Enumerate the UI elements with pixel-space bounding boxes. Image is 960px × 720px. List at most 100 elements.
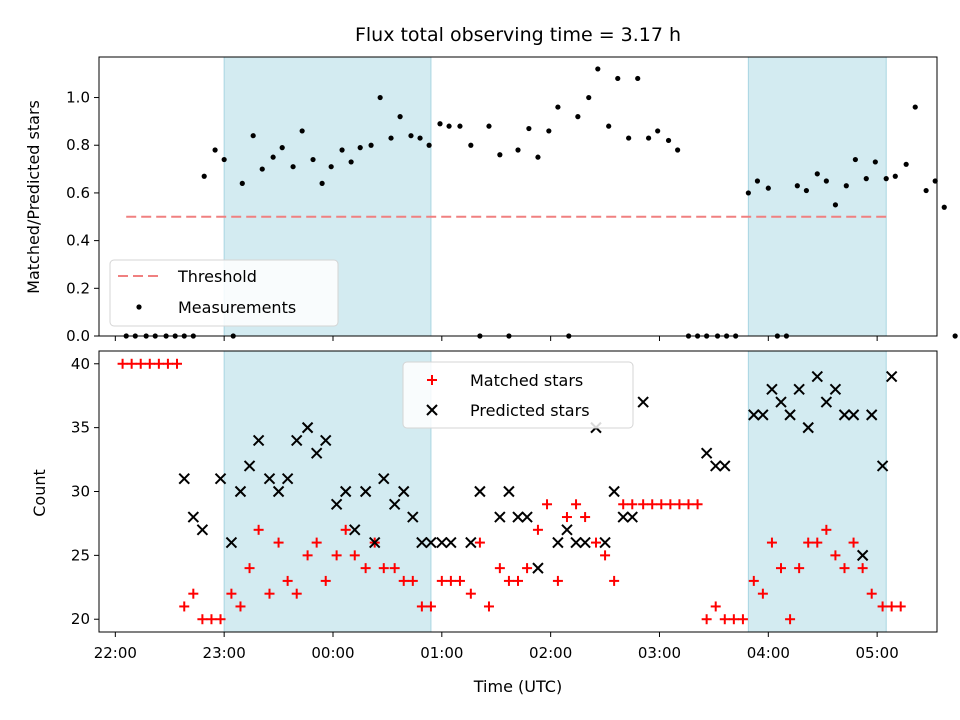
predicted-stars-point-6 bbox=[243, 460, 256, 472]
top-y-tick-label-4: 0.8 bbox=[66, 136, 90, 154]
legend-predicted-label: Predicted stars bbox=[470, 401, 590, 420]
predicted-stars-point-2-b bbox=[196, 524, 209, 536]
measurements-point-26 bbox=[377, 94, 383, 101]
measurements-point-46 bbox=[575, 114, 581, 120]
measurements-point-70 bbox=[814, 171, 820, 177]
legend-measurements-swatch bbox=[136, 304, 142, 310]
measurements-point-44 bbox=[555, 104, 561, 110]
predicted-stars-point-47 bbox=[719, 460, 731, 472]
matched-stars-point-68 bbox=[757, 588, 768, 599]
measurements-point-40 bbox=[515, 147, 521, 153]
measurements-point-63 bbox=[745, 190, 751, 196]
predicted-stars-point-15-b bbox=[330, 498, 343, 510]
predicted-stars-point-32 bbox=[512, 511, 524, 523]
matched-stars-point-12 bbox=[226, 588, 237, 599]
predicted-stars-point-30-b bbox=[494, 511, 506, 523]
matched-stars-point-50 bbox=[590, 537, 601, 548]
matched-stars-point-2 bbox=[135, 358, 146, 369]
matched-stars-point-28 bbox=[378, 563, 389, 574]
measurements-point-32 bbox=[437, 121, 443, 127]
predicted-stars-point-51-b bbox=[775, 396, 787, 408]
predicted-stars-point-2 bbox=[196, 524, 209, 536]
matched-stars-point-63 bbox=[710, 601, 721, 612]
predicted-stars-point-34-b bbox=[532, 562, 544, 574]
measurements-point-16 bbox=[279, 145, 285, 151]
predicted-stars-point-31 bbox=[503, 485, 515, 498]
predicted-stars-point-18-b bbox=[359, 485, 372, 498]
matched-stars-point-21 bbox=[311, 537, 322, 548]
matched-stars-point-17 bbox=[273, 537, 284, 548]
measurements-point-20 bbox=[319, 180, 325, 186]
measurements-point-78 bbox=[892, 173, 898, 179]
top-y-tick-label-3: 0.6 bbox=[66, 184, 90, 202]
legend-matched-swatch bbox=[427, 375, 437, 385]
matched-stars-point-1 bbox=[126, 358, 137, 369]
measurements-point-12 bbox=[239, 180, 245, 186]
predicted-stars-point-17 bbox=[349, 524, 361, 536]
matched-stars-point-29 bbox=[389, 563, 400, 574]
predicted-stars-point-16 bbox=[339, 485, 352, 498]
predicted-stars-point-43 bbox=[626, 511, 638, 523]
measurements-point-64 bbox=[754, 178, 761, 184]
measurements-point-29 bbox=[408, 133, 414, 139]
predicted-stars-point-11-b bbox=[291, 434, 303, 447]
matched-stars-point-47 bbox=[561, 512, 572, 523]
predicted-stars-point-20-b bbox=[378, 473, 390, 485]
bottom-legend: Matched stars Predicted stars bbox=[402, 361, 634, 429]
matched-stars-point-34 bbox=[436, 575, 447, 586]
matched-stars-point-49 bbox=[580, 512, 591, 523]
predicted-stars-point-0 bbox=[178, 473, 190, 485]
measurements-point-17 bbox=[290, 164, 296, 170]
matched-stars-point-76 bbox=[830, 550, 841, 561]
predicted-stars-point-56 bbox=[820, 396, 833, 408]
matched-stars-point-41 bbox=[503, 575, 514, 586]
legend-predicted-swatch-b bbox=[426, 404, 438, 416]
predicted-stars-point-10-b bbox=[281, 473, 294, 485]
predicted-stars-point-37-b bbox=[570, 536, 582, 549]
measurements-point-54 bbox=[655, 128, 661, 134]
measurements-point-52 bbox=[635, 75, 641, 82]
top-y-tick-label-0: 0.0 bbox=[66, 327, 90, 345]
matched-stars-point-38 bbox=[474, 537, 485, 548]
bottom-x-tick-label-1: 23:00 bbox=[203, 644, 246, 662]
predicted-stars-point-36 bbox=[561, 524, 573, 536]
matched-stars-point-30 bbox=[398, 575, 409, 586]
matched-stars-point-72 bbox=[794, 563, 805, 574]
measurements-point-73 bbox=[843, 183, 849, 189]
matched-stars-point-73 bbox=[803, 537, 814, 548]
predicted-stars-point-13-b bbox=[310, 447, 323, 459]
matched-stars-point-46 bbox=[552, 575, 563, 586]
predicted-stars-point-35-b bbox=[552, 536, 564, 549]
predicted-stars-point-4-b bbox=[225, 536, 238, 549]
predicted-stars-point-62 bbox=[876, 460, 889, 472]
matched-stars-point-48 bbox=[571, 499, 582, 510]
bottom-legend-box bbox=[402, 361, 634, 429]
predicted-stars-point-45 bbox=[700, 447, 713, 459]
matched-stars-point-44 bbox=[532, 524, 543, 535]
matched-stars-point-0 bbox=[117, 358, 128, 369]
matched-stars-point-61 bbox=[692, 499, 703, 510]
predicted-stars-point-63-b bbox=[885, 370, 898, 383]
measurements-point-21 bbox=[328, 164, 334, 170]
bottom-x-tick-label-7: 05:00 bbox=[856, 644, 899, 662]
predicted-stars-point-30 bbox=[494, 511, 506, 523]
predicted-stars-point-24 bbox=[416, 536, 428, 549]
predicted-stars-point-58-b bbox=[838, 409, 851, 421]
matched-stars-point-66 bbox=[737, 614, 748, 625]
measurements-point-83 bbox=[941, 204, 947, 210]
measurements-point-22 bbox=[339, 147, 345, 153]
predicted-stars-point-45-b bbox=[700, 447, 713, 459]
matched-stars-point-52 bbox=[609, 575, 620, 586]
top-y-tick-label-2: 0.4 bbox=[66, 232, 90, 250]
measurements-point-9 bbox=[212, 147, 218, 153]
measurements-point-41 bbox=[526, 125, 532, 132]
measurements-point-18 bbox=[299, 128, 305, 134]
bottom-x-tick-label-2: 00:00 bbox=[311, 644, 354, 662]
predicted-stars-point-28 bbox=[465, 536, 477, 549]
predicted-stars-point-1 bbox=[187, 511, 200, 523]
predicted-stars-point-23 bbox=[407, 511, 419, 523]
predicted-stars-point-41 bbox=[608, 485, 620, 498]
matched-stars-point-36 bbox=[454, 575, 465, 586]
measurements-point-69 bbox=[803, 187, 810, 194]
bottom-y-tick-label-2: 30 bbox=[71, 483, 90, 501]
